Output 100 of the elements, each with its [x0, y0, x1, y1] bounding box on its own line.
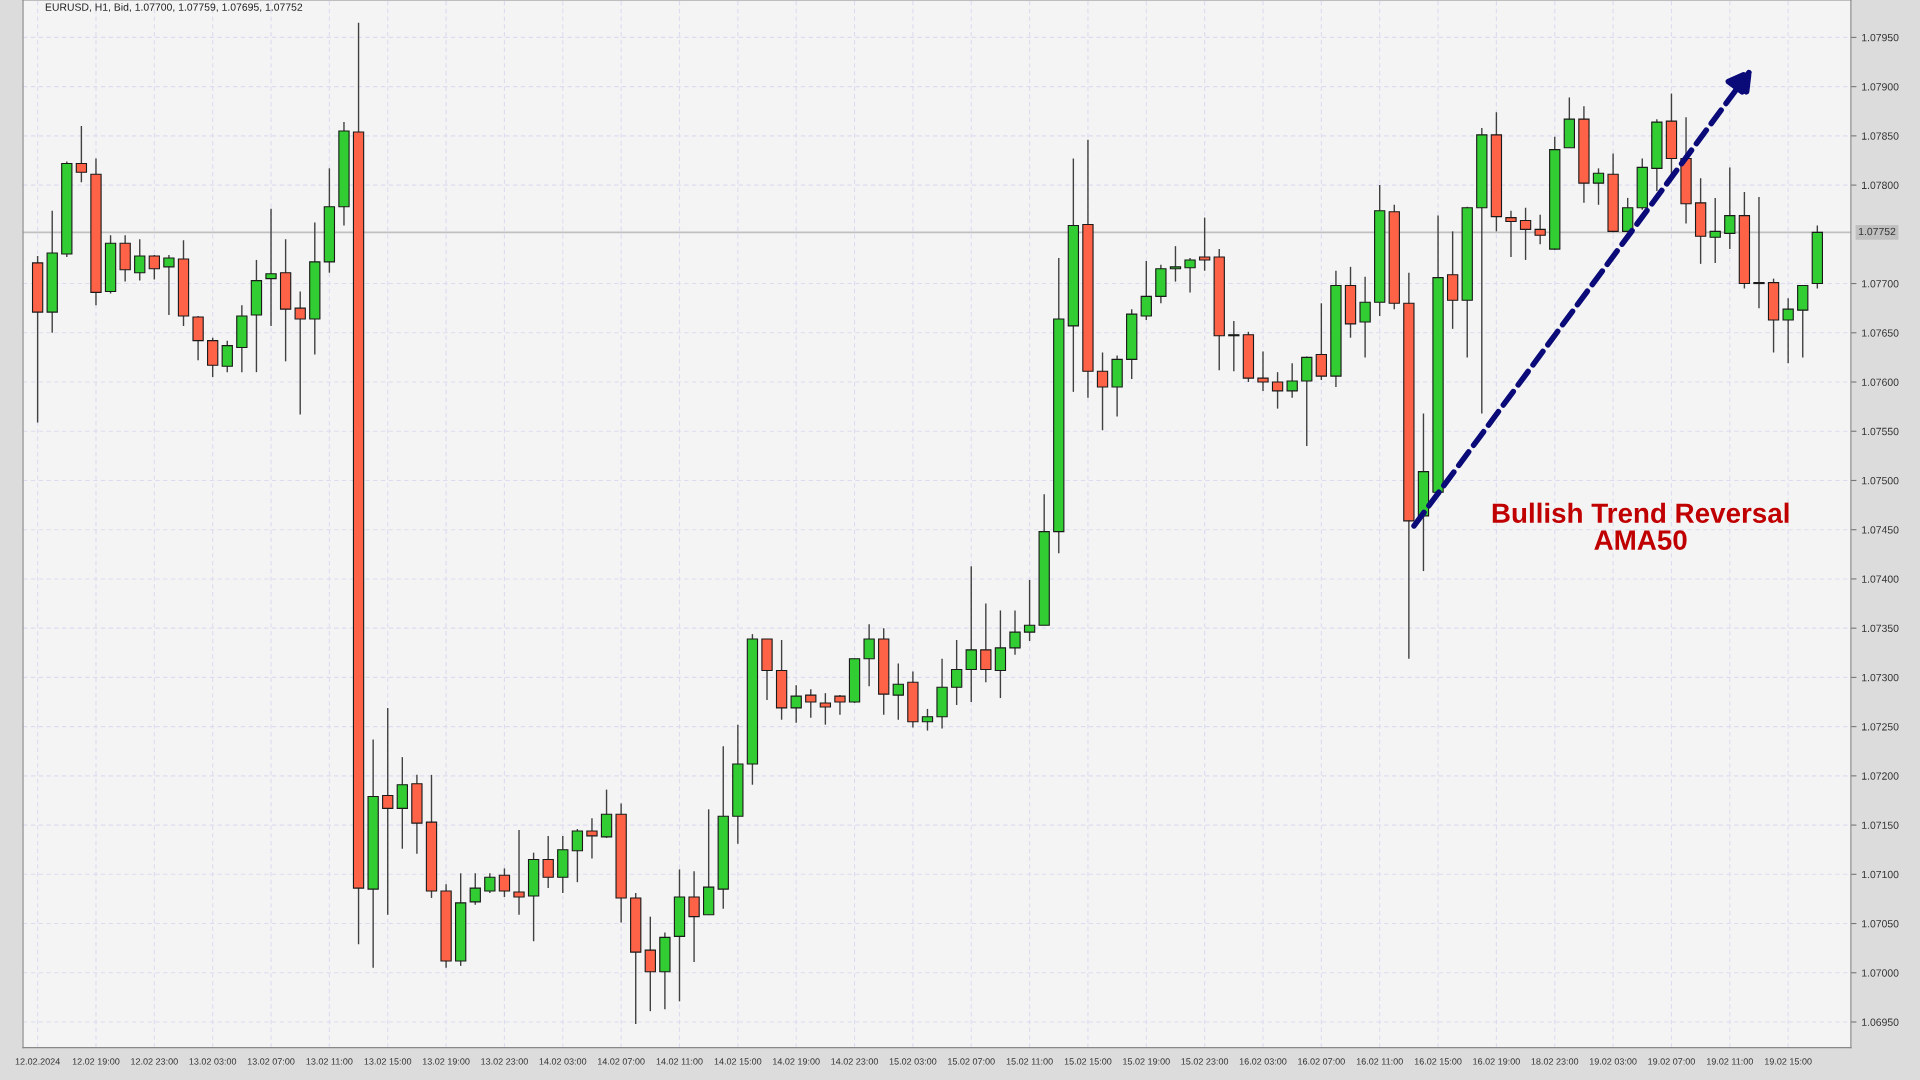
y-tick-label: 1.07600: [1862, 378, 1899, 386]
candlestick: [1009, 609, 1021, 656]
x-tick-label: 12.02 23:00: [131, 1058, 178, 1065]
x-tick-label: 14.02 19:00: [773, 1058, 820, 1065]
candlestick: [805, 688, 817, 719]
x-tick-label: 15.02 11:00: [1006, 1058, 1053, 1065]
candlestick: [644, 915, 656, 1012]
x-tick-label: 15.02 03:00: [889, 1058, 937, 1065]
y-tick-label: 1.06950: [1862, 1018, 1899, 1026]
candlestick: [1271, 371, 1284, 410]
annotation: Bullish Trend Reversal AMA50: [1492, 502, 1789, 550]
y-tick-label: 1.07850: [1862, 132, 1899, 140]
y-tick-label: 1.07950: [1862, 33, 1899, 42]
x-tick-label: 14.02 23:00: [831, 1058, 879, 1065]
candlestick: [542, 835, 554, 889]
y-tick-label: 1.07200: [1862, 772, 1899, 780]
x-tick-label: 18.02 23:00: [1531, 1058, 1579, 1065]
candlestick: [1096, 351, 1109, 431]
x-tick-label: 13.02 15:00: [364, 1058, 412, 1065]
candlestick: [1724, 166, 1736, 250]
y-tick-label: 1.07350: [1862, 624, 1899, 633]
y-tick-label: 1.07700: [1862, 280, 1899, 288]
x-tick-label: 14.02 07:00: [597, 1058, 645, 1065]
ref-line-label: 1.07752: [1858, 227, 1896, 236]
candlestick: [75, 125, 88, 183]
x-tick-label: 16.02 15:00: [1414, 1058, 1462, 1065]
candlestick: [688, 870, 700, 963]
candlestick: [1198, 216, 1211, 272]
candlestick: [1592, 167, 1605, 206]
candlestick: [498, 867, 511, 898]
candlestick: [294, 290, 306, 416]
candlestick: [1228, 320, 1240, 372]
candlestick: [600, 788, 613, 839]
candlestick: [950, 639, 963, 706]
candlestick: [892, 662, 904, 721]
candlestick: [1169, 245, 1182, 283]
y-tick-label: 1.07450: [1862, 526, 1899, 534]
candlestick: [1534, 213, 1546, 245]
x-tick-label: 16.02 03:00: [1239, 1058, 1287, 1065]
candlestick: [1315, 302, 1328, 381]
x-tick-label: 13.02 19:00: [422, 1058, 470, 1065]
x-tick-label: 14.02 03:00: [539, 1058, 587, 1065]
candlestick: [863, 623, 875, 687]
y-tick-label: 1.07000: [1862, 969, 1899, 977]
candlestick: [148, 254, 160, 281]
x-tick-label: 19.02 03:00: [1589, 1058, 1637, 1065]
x-tick-label: 19.02 07:00: [1648, 1058, 1695, 1065]
candlestick: [980, 602, 992, 684]
candlestick: [469, 872, 481, 906]
candlestick: [1140, 260, 1152, 321]
candlestick: [221, 339, 233, 373]
candlestick: [163, 254, 175, 316]
candlestick: [965, 565, 977, 703]
candlestick: [1023, 579, 1036, 642]
candlestick: [1753, 196, 1765, 309]
y-tick-label: 1.07500: [1862, 476, 1899, 485]
candlestick: [921, 708, 934, 732]
y-tick-label: 1.07100: [1862, 870, 1899, 879]
candlestick: [192, 315, 204, 362]
candlestick: [1622, 197, 1634, 234]
x-tick-label: 15.02 19:00: [1123, 1058, 1170, 1065]
x-tick-label: 12.02.2024: [15, 1058, 60, 1065]
candlestick: [819, 692, 832, 726]
candlestick: [134, 238, 146, 282]
candlestick: [513, 829, 525, 916]
candlestick: [994, 609, 1007, 699]
x-tick-label: 13.02 07:00: [247, 1058, 295, 1065]
candlestick: [1184, 257, 1196, 294]
candlestick: [1782, 297, 1794, 365]
candlestick: [1301, 355, 1313, 447]
x-tick-label: 19.02 11:00: [1706, 1058, 1753, 1065]
x-tick-label: 15.02 15:00: [1064, 1058, 1112, 1065]
candlestick: [484, 872, 496, 894]
x-tick-label: 15.02 23:00: [1181, 1058, 1229, 1065]
x-tick-label: 13.02 11:00: [306, 1058, 353, 1065]
candlestick: [396, 756, 408, 850]
x-tick-label: 19.02 15:00: [1765, 1058, 1812, 1065]
x-tick-label: 14.02 11:00: [656, 1058, 703, 1065]
candlestick: [265, 208, 277, 327]
y-tick-label: 1.07300: [1862, 673, 1899, 682]
chart-title: EURUSD, H1, Bid, 1.07700, 1.07759, 1.07695, 1.07752: [45, 3, 303, 13]
candlestick: [586, 817, 598, 860]
y-tick-label: 1.07400: [1862, 575, 1899, 583]
candlestick: [790, 684, 802, 724]
y-tick-label: 1.07550: [1862, 427, 1899, 436]
candlestick: [1286, 362, 1298, 399]
x-tick-label: 14.02 15:00: [714, 1058, 762, 1065]
y-tick-label: 1.07250: [1862, 723, 1899, 731]
x-tick-label: 13.02 03:00: [189, 1058, 237, 1065]
x-tick-label: 12.02 19:00: [72, 1058, 120, 1065]
candlestick: [1519, 207, 1532, 261]
x-tick-label: 15.02 07:00: [948, 1058, 995, 1065]
x-tick-label: 16.02 07:00: [1298, 1058, 1345, 1065]
y-tick-label: 1.07900: [1862, 83, 1899, 91]
candlestick: [1709, 197, 1721, 264]
y-tick-label: 1.07050: [1862, 920, 1899, 928]
y-tick-label: 1.07650: [1862, 329, 1899, 337]
x-tick-label: 16.02 19:00: [1473, 1058, 1520, 1065]
candlestick: [571, 828, 584, 883]
candlestick: [1359, 275, 1371, 359]
